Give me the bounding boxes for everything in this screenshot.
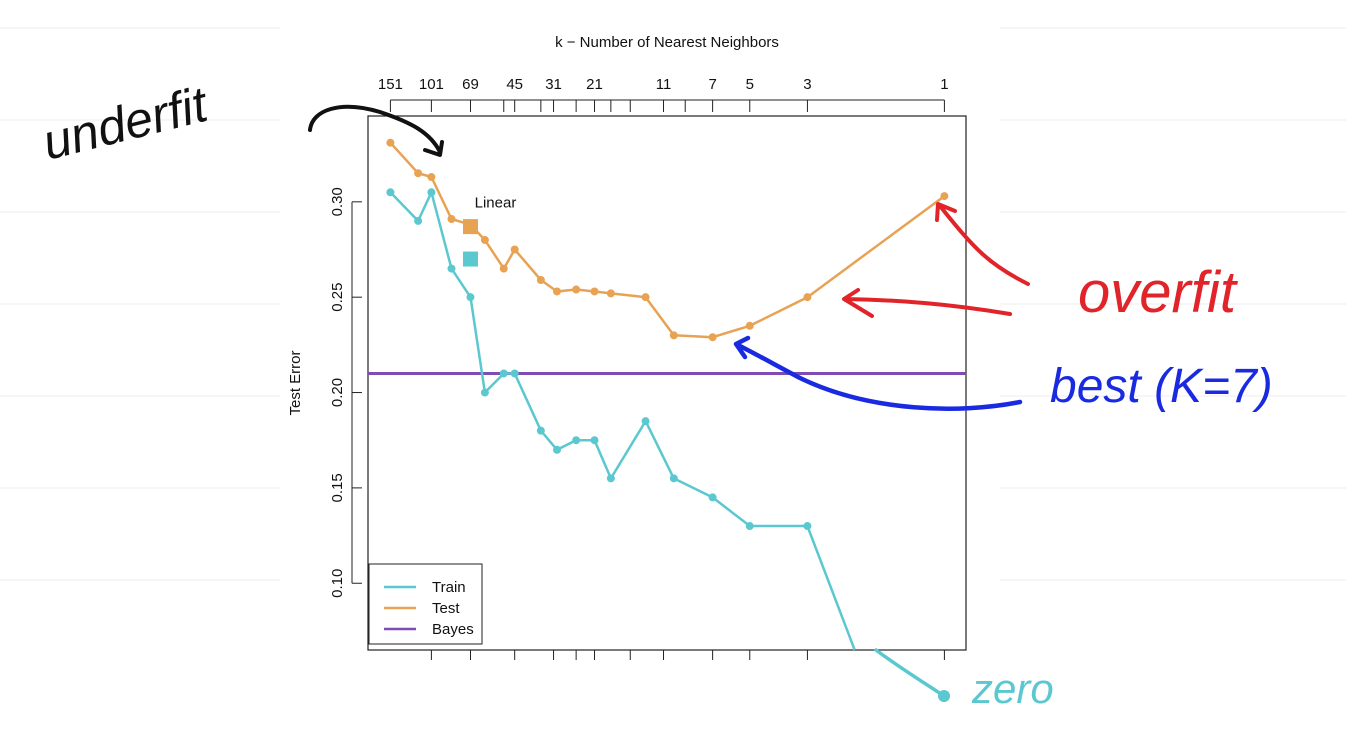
series-layer [386, 138, 949, 651]
linear-train-marker [462, 251, 478, 267]
train-point [590, 436, 599, 445]
train-point [803, 522, 812, 531]
train-point [499, 369, 508, 378]
test-point [414, 169, 423, 178]
top-axis: 151 101 69 45 31 21 11 7 5 3 1 [378, 76, 949, 112]
train-point [414, 216, 423, 225]
top-axis-tick-label: 69 [462, 76, 479, 93]
test-point [803, 293, 812, 302]
zero-trail [874, 648, 946, 698]
y-axis-tick-label: 0.25 [329, 283, 346, 312]
test-point [480, 235, 489, 244]
top-axis-tick-label: 1 [940, 76, 948, 93]
top-axis-tick-label: 101 [419, 76, 444, 93]
top-axis-tick-label: 45 [506, 76, 523, 93]
top-axis-tick-label: 3 [803, 76, 811, 93]
linear-test-marker [462, 219, 478, 235]
plot-frame [367, 115, 967, 651]
train-point [386, 188, 395, 197]
y-axis-tick-label: 0.20 [329, 378, 346, 407]
top-axis-tick-label: 31 [545, 76, 562, 93]
train-point [606, 474, 615, 483]
zero-annotation: zero [874, 648, 1054, 712]
overfit-arrow-lower [842, 288, 1012, 318]
test-point [447, 214, 456, 223]
top-axis-tick-label: 5 [746, 76, 754, 93]
train-point [427, 188, 436, 197]
y-axis-tick-label: 0.30 [329, 187, 346, 216]
test-point [536, 276, 545, 285]
zero-text: zero [971, 665, 1054, 712]
test-point [386, 138, 395, 147]
test-point [590, 287, 599, 296]
test-point [510, 245, 519, 254]
legend: Train Test Bayes [368, 563, 483, 645]
top-axis-title: k − Number of Nearest Neighbors [555, 34, 779, 51]
y-axis: 0.10 0.15 0.20 0.25 0.30 [329, 187, 362, 598]
bottom-axis-ticks [430, 650, 945, 660]
test-point [708, 333, 717, 342]
train-point [552, 445, 561, 454]
y-axis-tick-label: 0.15 [329, 473, 346, 502]
top-axis-tick-label: 11 [656, 76, 672, 93]
test-point [940, 192, 949, 201]
test-point [552, 287, 561, 296]
y-axis-tick-label: 0.10 [329, 569, 346, 598]
test-point [427, 173, 436, 182]
train-point [480, 388, 489, 397]
legend-bayes-label: Bayes [432, 621, 474, 638]
zero-point [938, 690, 950, 702]
train-point [466, 293, 475, 302]
train-point [641, 417, 650, 426]
linear-label: Linear [475, 195, 517, 212]
train-point [669, 474, 678, 483]
test-point [499, 264, 508, 273]
test-point [572, 285, 581, 294]
train-point [572, 436, 581, 445]
top-axis-tick-label: 7 [708, 76, 716, 93]
best-annotation: best (K=7) [733, 335, 1273, 413]
legend-test-label: Test [432, 600, 460, 617]
underfit-text: underfit [37, 75, 214, 170]
train-point [447, 264, 456, 273]
underfit-arrow [308, 104, 444, 157]
legend-train-label: Train [432, 579, 466, 596]
test-point [745, 321, 754, 330]
top-axis-tick-label: 21 [586, 76, 603, 93]
best-text: best (K=7) [1050, 360, 1273, 413]
test-point [669, 331, 678, 340]
overfit-arrow-upper [935, 202, 1030, 286]
overfit-text: overfit [1078, 260, 1239, 325]
train-point [510, 369, 519, 378]
train-point [708, 493, 717, 502]
top-axis-tick-label: 151 [378, 76, 403, 93]
overfit-annotation: overfit [842, 202, 1239, 325]
y-axis-label: Test Error [287, 350, 304, 415]
train-point [745, 522, 754, 531]
test-point [641, 293, 650, 302]
test-point [606, 289, 615, 298]
best-arrow [733, 335, 1023, 411]
legend-box [368, 563, 483, 645]
train-point [536, 426, 545, 435]
